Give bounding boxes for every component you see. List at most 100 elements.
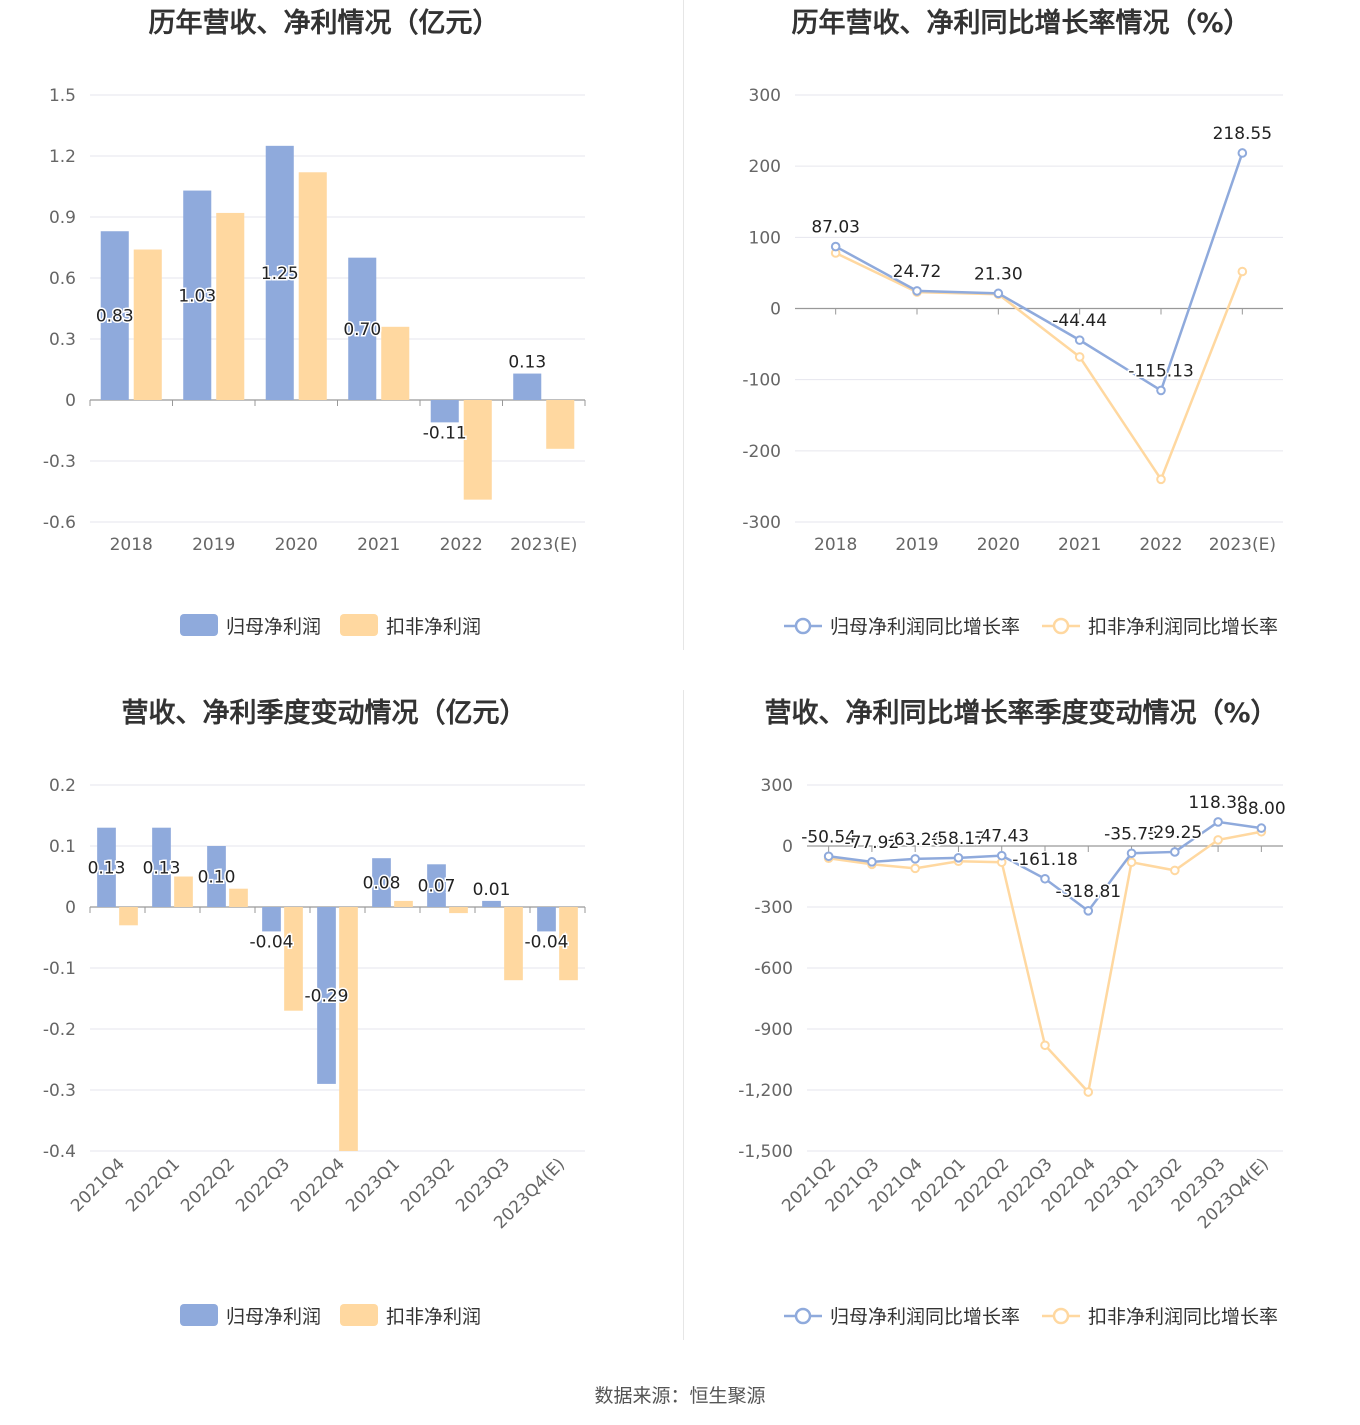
bar-deducted: [229, 888, 248, 907]
data-label: 0.01: [473, 880, 511, 900]
bar-parent: [430, 400, 459, 423]
chart-title: 营收、净利季度变动情况（亿元）: [122, 697, 527, 729]
chart-quarterly-profit-svg: 营收、净利季度变动情况（亿元）0.20.10-0.1-0.2-0.3-0.420…: [43, 697, 586, 1328]
bar-deducted: [463, 400, 492, 500]
legend-marker: [1052, 617, 1070, 635]
x-tick-label: 2019: [895, 535, 938, 555]
y-tick-label: -0.4: [43, 1142, 76, 1162]
y-tick-label: 0: [782, 837, 793, 857]
bar-parent: [372, 858, 391, 907]
x-tick-label: 2022Q1: [122, 1154, 184, 1216]
y-tick-label: 0.9: [49, 208, 76, 228]
bar-parent: [183, 190, 212, 400]
y-tick-label: -0.3: [43, 452, 76, 472]
series-line-deducted: [828, 830, 1262, 1095]
data-point: [1170, 865, 1180, 876]
data-point: [910, 854, 920, 864]
x-tick-label: 2021: [357, 535, 400, 555]
y-tick-label: 0: [65, 391, 76, 411]
bar-deducted: [559, 907, 578, 981]
bar-deducted: [298, 172, 327, 400]
legend-label: 扣非净利润同比增长率: [1088, 616, 1278, 638]
x-tick-label: 2019: [192, 535, 235, 555]
chart-annual-profit-svg: 历年营收、净利情况（亿元） 1.5 1.2 0.9 0.6 0.3 0 -0.3 -0.6 201…: [43, 7, 586, 638]
y-tick-label: -900: [754, 1020, 793, 1040]
bar-parent: [537, 907, 556, 932]
y-tick-label: 0.2: [49, 776, 76, 796]
y-tick-label: 300: [749, 86, 781, 106]
data-label: -63.26: [888, 830, 943, 850]
legend-label: 扣非净利润: [386, 1306, 481, 1328]
data-point: [1213, 835, 1223, 845]
y-tick-label: -0.3: [43, 1081, 76, 1101]
series-line-parent: [835, 152, 1244, 393]
bar-parent: [262, 907, 281, 932]
data-label: 88.00: [1237, 799, 1286, 819]
legend-label: 扣非净利润: [386, 616, 481, 638]
data-label: 0.08: [363, 874, 401, 894]
x-tick-label: 2020: [977, 535, 1020, 555]
y-tick-label: -0.1: [43, 959, 76, 979]
chart-title: 历年营收、净利同比增长率情况（%）: [791, 7, 1250, 39]
legend-label: 归母净利润同比增长率: [830, 1306, 1020, 1328]
data-label: -318.81: [1055, 882, 1121, 902]
bar-deducted: [119, 907, 138, 926]
bar-deducted: [394, 900, 413, 907]
bar-deducted: [174, 876, 193, 907]
legend-marker: [1052, 1307, 1070, 1325]
data-label: -161.18: [1012, 850, 1078, 870]
data-label: 218.55: [1213, 124, 1272, 144]
bar-parent: [97, 827, 116, 907]
y-tick-label: 0.6: [49, 269, 76, 289]
data-label: 24.72: [893, 262, 942, 282]
bar-parent: [207, 846, 226, 907]
x-tick-label: 2018: [110, 535, 153, 555]
chart-title: 历年营收、净利情况（亿元）: [149, 7, 500, 39]
x-tick-label: 2022: [440, 535, 483, 555]
data-point: [1074, 352, 1085, 362]
data-label: 0.13: [508, 353, 546, 373]
legend-swatch: [180, 1304, 218, 1326]
data-label: -58.17: [931, 829, 986, 849]
bar-parent: [348, 257, 377, 400]
data-label: 118.39: [1188, 793, 1247, 813]
bar-deducted: [449, 907, 468, 914]
data-label: 0.13: [88, 858, 126, 878]
legend-marker: [794, 1307, 812, 1325]
bar-deducted: [284, 907, 303, 1011]
data-point: [1040, 873, 1050, 884]
x-tick-label: 2022Q2: [177, 1154, 239, 1216]
data-point: [993, 288, 1004, 299]
chart-quarterly-growth: 营收、净利同比增长率季度变动情况（%） 300 0 -300 -600 -900 -1,20…: [680, 690, 1360, 1370]
data-source: 数据来源：恒生聚源: [594, 1385, 766, 1407]
data-point: [1074, 335, 1085, 345]
chart-annual-growth-svg: 历年营收、净利同比增长率情况（%） 300 200 100 0 -100 -200 -300 2…: [742, 7, 1283, 638]
data-label: 21.30: [974, 264, 1023, 284]
x-tick-label: 2022Q4: [287, 1154, 349, 1216]
panel-divider-top: [683, 0, 684, 650]
y-tick-label: 200: [749, 157, 781, 177]
y-tick-label: -200: [742, 442, 781, 462]
chart-title: 营收、净利同比增长率季度变动情况（%）: [764, 697, 1277, 729]
data-point: [1256, 823, 1267, 833]
x-tick-label: 2020: [275, 535, 318, 555]
bar-deducted: [133, 249, 162, 400]
y-tick-label: 0.1: [49, 837, 76, 857]
data-point: [1083, 906, 1094, 916]
data-point: [953, 853, 964, 863]
data-label: -0.04: [525, 932, 569, 952]
data-point: [1083, 1087, 1094, 1097]
data-label: -115.13: [1128, 361, 1194, 381]
data-point: [1156, 385, 1166, 396]
data-label: 0.70: [343, 320, 381, 340]
data-label: 0.83: [96, 307, 134, 327]
legend-swatch: [340, 1304, 378, 1326]
bar-parent: [100, 231, 129, 400]
data-point: [1156, 474, 1166, 485]
y-tick-label: 300: [761, 776, 793, 796]
legend-label: 归母净利润同比增长率: [830, 616, 1020, 638]
x-tick-label: 2021Q4: [67, 1154, 129, 1216]
data-point: [867, 857, 877, 867]
y-tick-label: -100: [742, 371, 781, 391]
data-label: -29.25: [1147, 823, 1202, 843]
